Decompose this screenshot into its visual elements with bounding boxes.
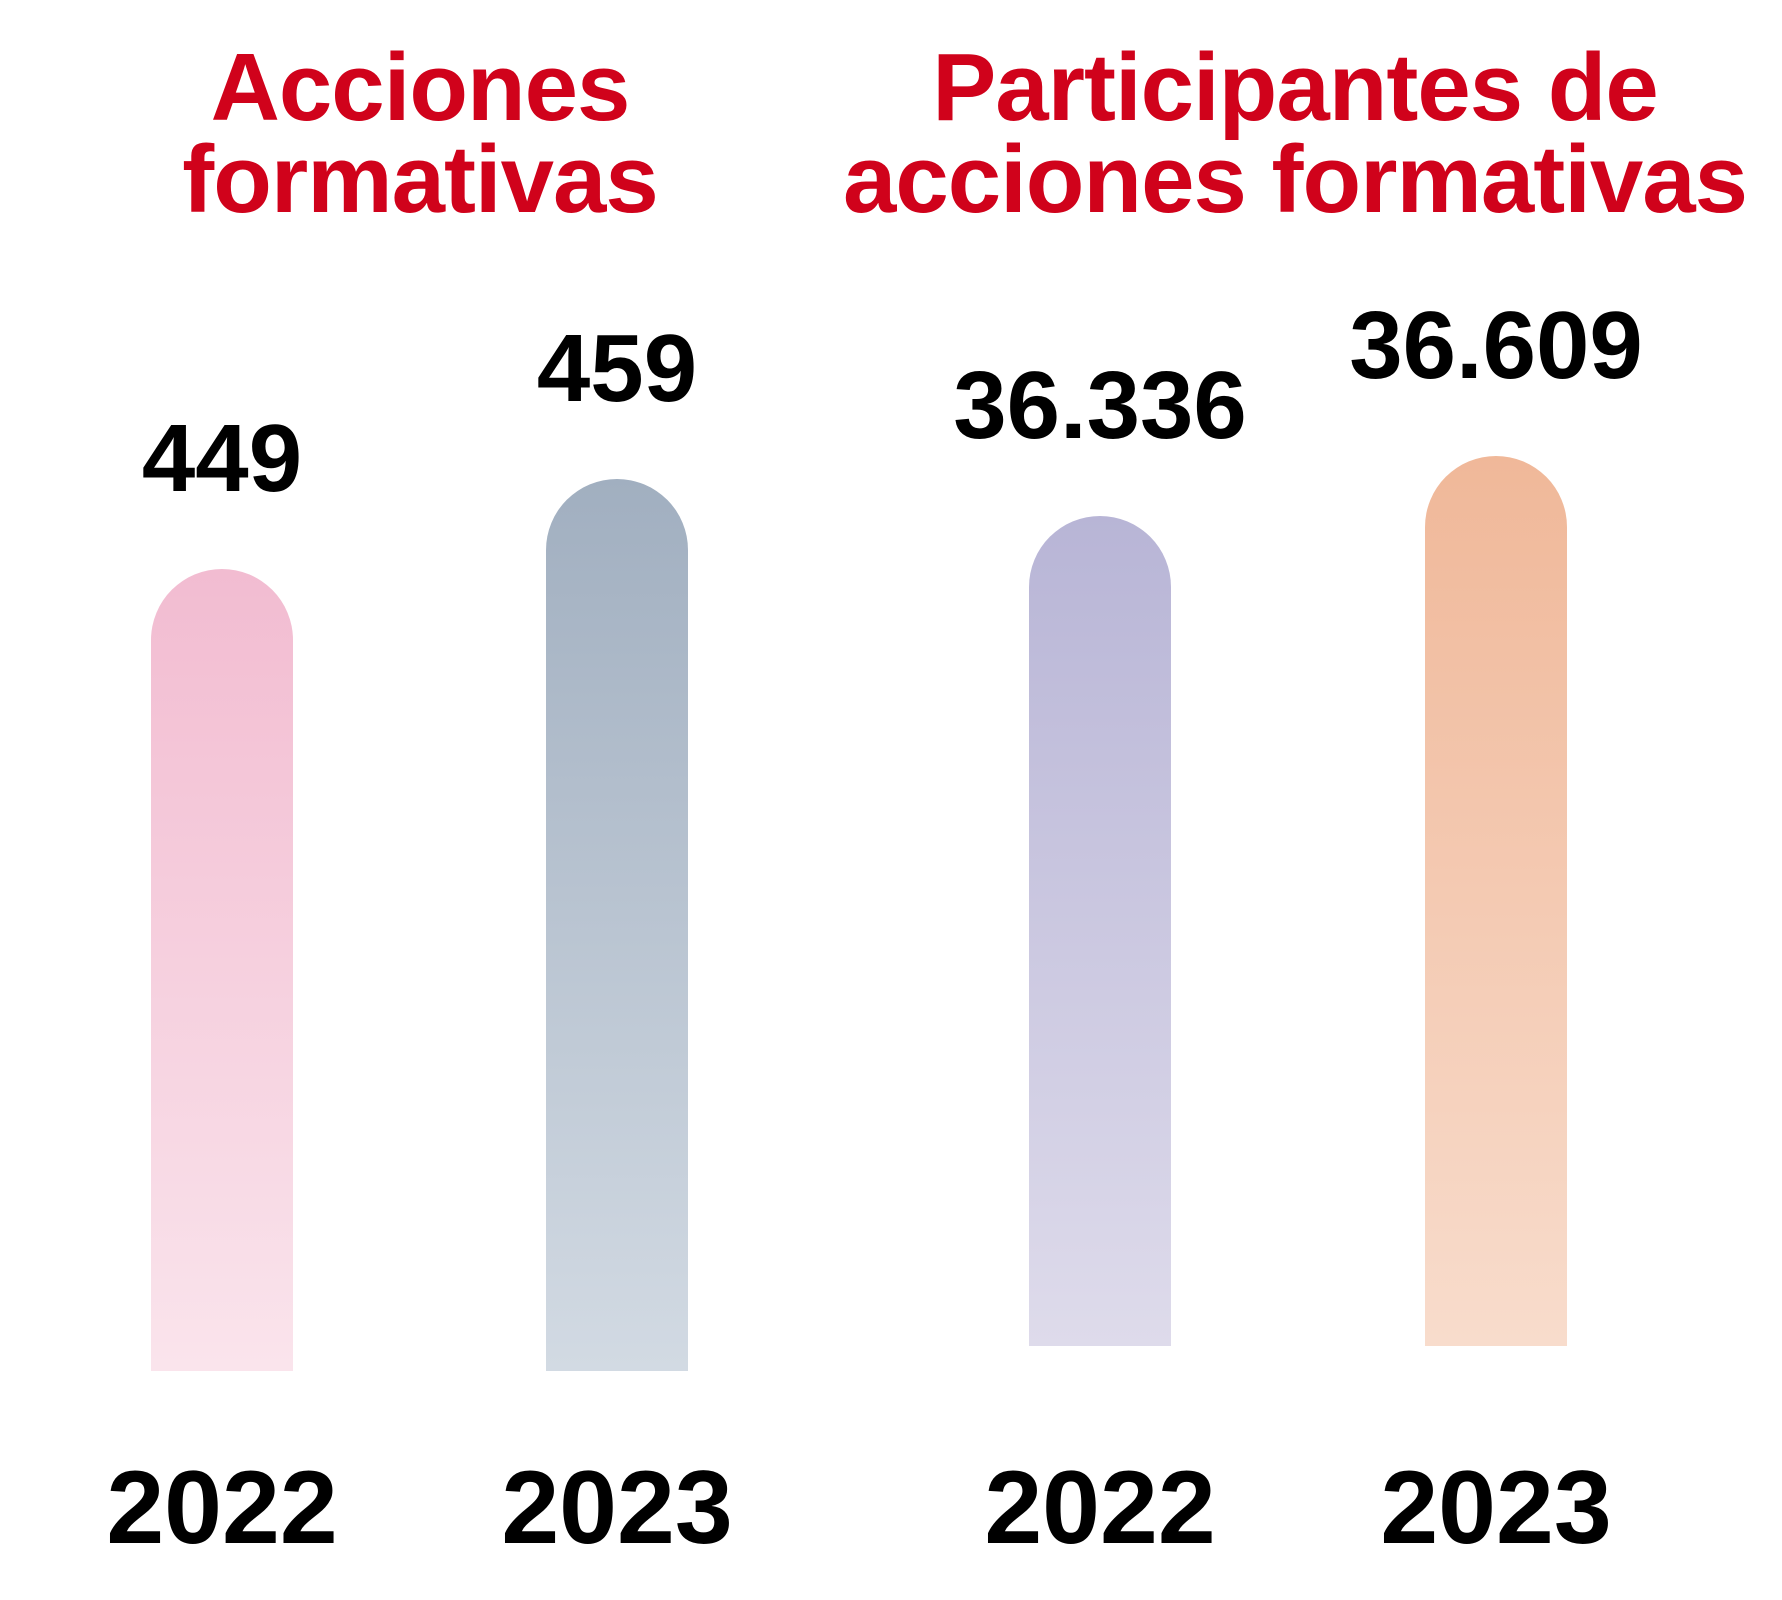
chart-title-line: acciones formativas: [842, 126, 1748, 233]
bar-value-label: 459: [537, 315, 697, 422]
category-label: 2023: [1380, 1450, 1611, 1566]
category-label: 2022: [106, 1450, 337, 1566]
chart-title-participantes: Participantes de acciones formativas: [830, 34, 1760, 233]
chart-title-acciones: Acciones formativas: [160, 34, 680, 233]
chart-title-line: formativas: [182, 126, 659, 233]
category-label: 2023: [501, 1450, 732, 1566]
bar-value-label: 36.609: [1349, 292, 1643, 399]
chart-title-line: Acciones: [210, 34, 631, 141]
bar-2022: [151, 569, 293, 1371]
chart-group-0: 449 2022 459 2023: [106, 315, 732, 1566]
bar-2023: [546, 479, 688, 1371]
bar-value-label: 36.336: [953, 352, 1247, 459]
bar-2023: [1425, 456, 1567, 1346]
chart-title-line: Participantes de: [932, 34, 1659, 141]
chart-group-1: 36.336 2022 36.609 2023: [953, 292, 1643, 1566]
category-label: 2022: [984, 1450, 1215, 1566]
bar-value-label: 449: [142, 405, 302, 512]
bar-2022: [1029, 516, 1171, 1346]
